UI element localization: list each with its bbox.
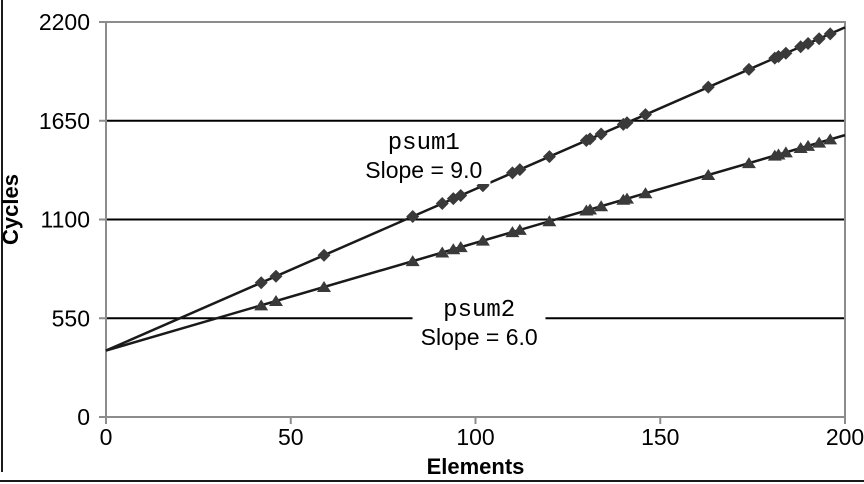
diamond-marker-psum1: [823, 27, 837, 41]
triangle-marker-psum2: [268, 295, 283, 307]
triangle-marker-psum2: [254, 299, 269, 311]
triangle-marker-psum2: [512, 223, 527, 235]
diamond-marker-psum1: [454, 188, 468, 202]
triangle-marker-psum2: [619, 192, 634, 204]
diamond-marker-psum1: [779, 46, 793, 60]
triangle-marker-psum2: [594, 200, 609, 212]
window-border-bottom: [0, 480, 864, 482]
diamond-marker-psum1: [513, 163, 527, 177]
y-axis-title: Cycles: [0, 174, 23, 245]
x-tick-label-150: 150: [641, 424, 679, 450]
triangle-marker-psum2: [741, 157, 756, 169]
diamond-marker-psum1: [542, 150, 556, 164]
diamond-marker-psum1: [269, 269, 283, 283]
triangle-marker-psum2: [701, 168, 716, 180]
trendline-psum2: [105, 133, 846, 352]
triangle-marker-psum2: [453, 241, 468, 253]
triangle-marker-psum2: [638, 187, 653, 199]
x-tick-label-0: 0: [100, 424, 113, 450]
axes-layer: [99, 21, 846, 424]
triangle-marker-psum2: [435, 246, 450, 258]
triangle-marker-psum2: [778, 146, 793, 158]
x-axis-title: Elements: [427, 454, 525, 479]
series-label-psum1: psum1: [387, 129, 460, 157]
y-tick-label-1100: 1100: [41, 207, 90, 233]
slope-label-psum2: Slope = 6.0: [420, 323, 538, 350]
diamond-marker-psum1: [435, 197, 449, 211]
y-tick-label-0: 0: [77, 404, 90, 430]
diamond-marker-psum1: [638, 108, 652, 122]
diamond-marker-psum1: [812, 32, 826, 46]
triangle-marker-psum2: [812, 136, 827, 148]
diamond-marker-psum1: [594, 127, 608, 141]
window-border-left: [1, 0, 3, 472]
x-tick-label-100: 100: [456, 424, 494, 450]
trendline-psum1: [105, 26, 846, 352]
x-tick-label-50: 50: [278, 424, 304, 450]
triangle-marker-psum2: [542, 215, 557, 227]
tick-labels-layer: 0 50 100 150 200 0 550 1100 1650 2200: [39, 9, 864, 450]
diamond-marker-psum1: [701, 80, 715, 94]
annotation-psum2: psum2 Slope = 6.0: [412, 296, 546, 351]
diamond-marker-psum1: [620, 116, 634, 130]
diamond-marker-psum1: [583, 132, 597, 146]
x-tick-label-200: 200: [826, 424, 864, 450]
slope-label-psum1: Slope = 9.0: [365, 156, 483, 183]
y-tick-label-550: 550: [52, 305, 90, 331]
diamond-marker-psum1: [317, 248, 331, 262]
series-layer: [105, 26, 846, 352]
diamond-marker-psum1: [254, 276, 268, 290]
triangle-marker-psum2: [583, 203, 598, 215]
triangle-marker-psum2: [317, 281, 332, 293]
y-tick-label-1650: 1650: [39, 108, 90, 134]
y-tick-label-2200: 2200: [39, 9, 90, 35]
triangle-marker-psum2: [405, 255, 420, 267]
series-label-psum2: psum2: [443, 296, 516, 324]
diamond-marker-psum1: [406, 209, 420, 223]
diamond-marker-psum1: [801, 37, 815, 51]
triangle-marker-psum2: [801, 139, 816, 151]
triangle-marker-psum2: [823, 133, 838, 145]
triangle-marker-psum2: [475, 234, 490, 246]
diamond-marker-psum1: [742, 62, 756, 76]
annotation-psum1: psum1 Slope = 9.0: [357, 129, 491, 184]
